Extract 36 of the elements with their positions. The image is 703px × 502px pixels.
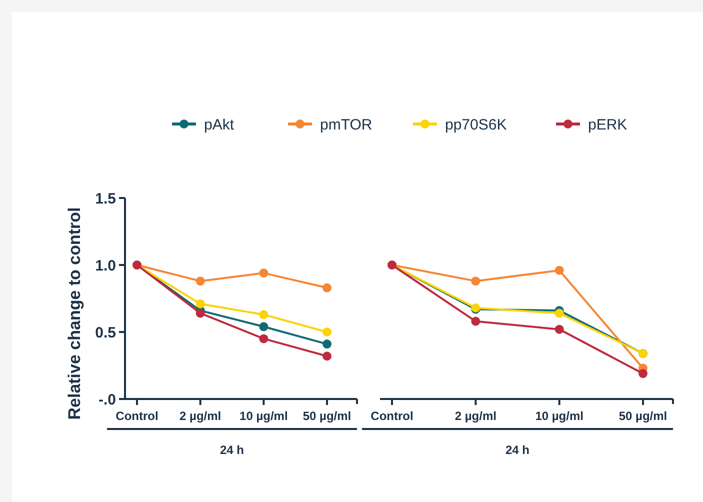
point [259,322,268,332]
point [259,310,268,320]
point [554,266,564,275]
x-tick-label: 50 µg/ml [302,409,352,423]
point [554,324,564,334]
legend-label: pp70S6K [445,116,507,134]
y-tick-label: 0.5 [95,324,116,342]
x-axis-title: 24 h [220,443,244,457]
point [322,283,332,292]
y-tick-label: -.0 [98,391,116,408]
point [196,276,205,286]
x-tick-label: Control [370,409,414,423]
point [554,308,564,318]
point [259,268,268,278]
legend-label: pERK [588,116,628,134]
x-tick-label: 10 µg/ml [240,409,288,423]
legend-label: pmTOR [320,116,372,134]
point [322,340,332,349]
point [471,276,480,286]
x-tick-label: 10 µg/ml [535,409,584,423]
y-tick-label: 1.5 [95,190,116,208]
point [196,299,205,308]
y-tick-label: 1.0 [95,257,116,274]
point [322,328,332,336]
x-tick-label: Control [116,409,158,423]
point [638,369,648,378]
y-axis-title: Relative change to control [65,207,84,420]
point [471,316,480,326]
legend-label: pAkt [204,116,235,134]
x-tick-label: 50 µg/ml [618,409,668,423]
point [259,334,268,344]
point [196,308,205,318]
x-tick-label: 2 µg/ml [180,409,222,423]
x-tick-label: 2 µg/ml [454,409,496,423]
point [322,352,332,361]
x-axis-title: 24 h [505,443,530,457]
